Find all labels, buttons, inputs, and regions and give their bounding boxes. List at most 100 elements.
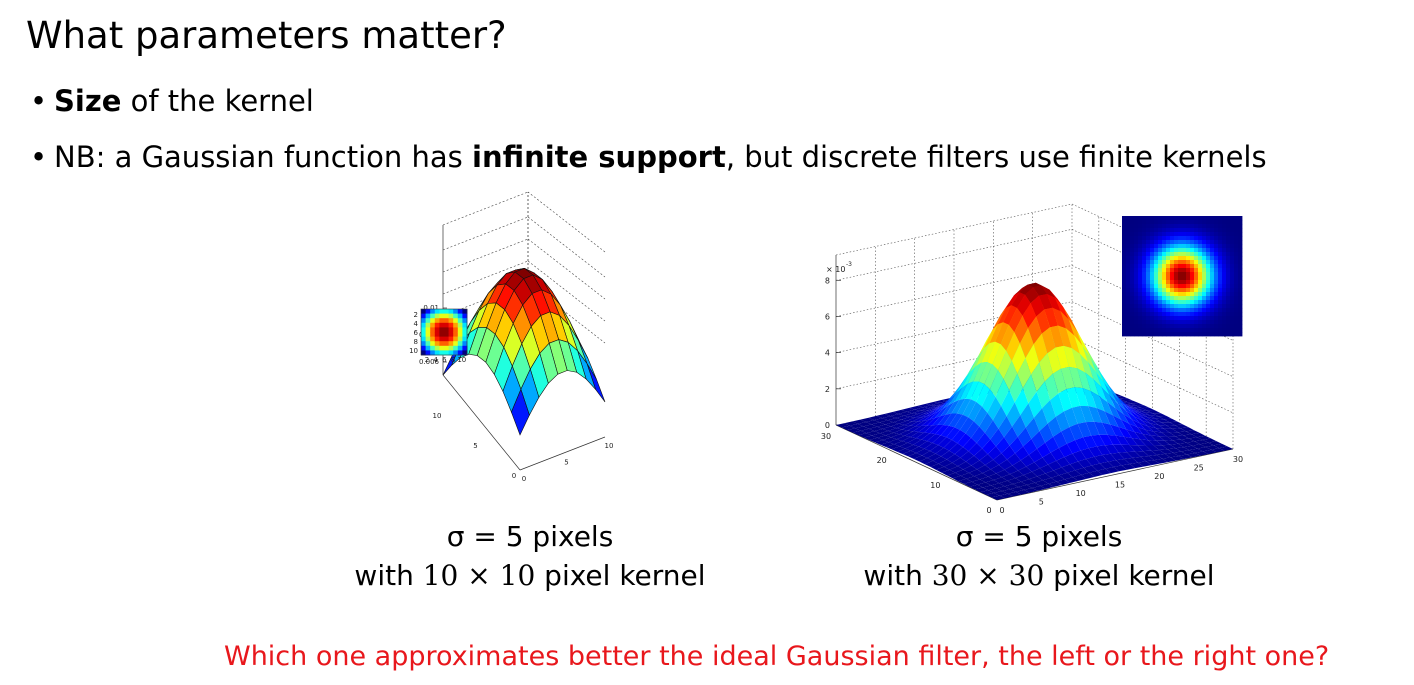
heatmap-cell: [1150, 248, 1155, 253]
heatmap-cell: [1166, 252, 1171, 257]
heatmap-cell: [444, 327, 449, 333]
heatmap-cell: [1210, 288, 1215, 293]
surface-patch: [918, 425, 933, 433]
heatmap-cell: [1146, 268, 1151, 273]
surface-patch: [1141, 407, 1156, 411]
heatmap-cell: [1186, 272, 1191, 277]
surface-patch: [893, 409, 907, 414]
surface-patch: [1006, 332, 1020, 361]
heatmap-cell: [1222, 248, 1227, 253]
heatmap-cell: [1194, 272, 1199, 277]
heatmap-cell: [1142, 248, 1147, 253]
heatmap-cell: [457, 313, 463, 319]
heatmap-cell: [1174, 268, 1179, 273]
heatmap-cell: [1134, 256, 1139, 261]
heatmap-cell: [1182, 216, 1187, 221]
heatmap-cell: [462, 336, 468, 342]
heatmap-cell: [1142, 252, 1147, 257]
heatmap-cell: [1122, 312, 1127, 317]
heatmap-cell: [421, 336, 426, 342]
surface-patch: [1189, 448, 1203, 453]
heatmap-cell: [1234, 312, 1239, 317]
heatmap-cell: [1202, 296, 1207, 301]
surface-patch: [1048, 481, 1063, 487]
heatmap-cell: [1202, 236, 1207, 241]
heatmap-cell: [1226, 288, 1231, 293]
surface-patch: [1107, 434, 1122, 445]
bullet-bold-infinite-support: infinite support: [472, 140, 726, 174]
heatmap-cell: [1150, 320, 1155, 325]
surface-patch: [1072, 450, 1087, 462]
surface-patch: [907, 426, 922, 432]
surface-patch: [1053, 431, 1067, 448]
heatmap-cell: [1150, 300, 1155, 305]
surface-patch: [1026, 462, 1040, 472]
heatmap-cell: [1150, 312, 1155, 317]
surface-patch: [943, 439, 958, 451]
surface-patch: [1197, 435, 1211, 440]
grid-line: [527, 260, 606, 322]
surface-patch: [1068, 319, 1083, 346]
surface-patch: [987, 341, 1001, 365]
surface-patch: [1036, 381, 1051, 409]
surface-patch: [844, 421, 858, 426]
heatmap-cell: [1182, 320, 1187, 325]
surface-patch: [888, 439, 903, 445]
heatmap-cell: [1130, 324, 1135, 329]
heatmap-cell: [1210, 296, 1215, 301]
heatmap-cell: [1150, 228, 1155, 233]
heatmap-cell: [1226, 240, 1231, 245]
heatmap-cell: [1162, 292, 1167, 297]
surface-patch: [975, 343, 990, 367]
heatmap-cell: [1142, 312, 1147, 317]
surface-patch: [1170, 443, 1184, 449]
surface-patch: [970, 381, 985, 402]
surface-patch: [883, 437, 897, 443]
heatmap-cell: [1130, 296, 1135, 301]
surface-patch: [1022, 374, 1037, 404]
heatmap-cell: [1126, 252, 1131, 257]
heatmap-cell: [1206, 224, 1211, 229]
heatmap-cell: [448, 341, 454, 347]
surface-patch: [1017, 358, 1031, 389]
heatmap-cell: [1170, 272, 1175, 277]
heatmap-cell: [1162, 284, 1167, 289]
surface-patch: [1169, 421, 1183, 426]
heatmap-cell: [1222, 304, 1227, 309]
heatmap-cell: [1218, 256, 1223, 261]
heatmap-cell: [1170, 316, 1175, 321]
surface-patch: [1118, 452, 1133, 459]
surface-patch: [1018, 484, 1033, 490]
heatmap-cell: [430, 327, 436, 333]
surface-patch: [915, 419, 930, 427]
heatmap-cell: [1138, 312, 1143, 317]
heatmap-cell: [1190, 216, 1195, 221]
heatmap-cell: [1186, 292, 1191, 297]
heatmap-cell: [1146, 324, 1151, 329]
heatmap-cell: [1162, 236, 1167, 241]
heatmap-cell: [1238, 252, 1243, 257]
surface-patch: [1024, 488, 1038, 493]
surface-patch: [885, 432, 900, 438]
surface-patch: [1044, 373, 1059, 400]
surface-patch: [1151, 450, 1165, 455]
grid-line: [1071, 301, 1234, 377]
heatmap-cell: [1198, 304, 1203, 309]
heatmap-cell: [1154, 292, 1159, 297]
surface-patch: [858, 433, 872, 438]
heatmap-cell: [1198, 292, 1203, 297]
heatmap-cell: [1174, 216, 1179, 221]
heatmap-cell: [1146, 248, 1151, 253]
heatmap-cell: [430, 350, 436, 356]
heatmap-cell: [1238, 248, 1243, 253]
heatmap-cell: [1122, 332, 1127, 337]
surface-patch: [1014, 284, 1028, 296]
surface-patch: [917, 403, 932, 408]
surface-patch: [1069, 423, 1084, 441]
surface-patch: [1033, 333, 1048, 363]
heatmap-cell: [1210, 308, 1215, 313]
heatmap-cell: [1230, 332, 1235, 337]
heatmap-cell: [1150, 224, 1155, 229]
heatmap-cell: [1218, 236, 1223, 241]
heatmap-cell: [1198, 308, 1203, 313]
